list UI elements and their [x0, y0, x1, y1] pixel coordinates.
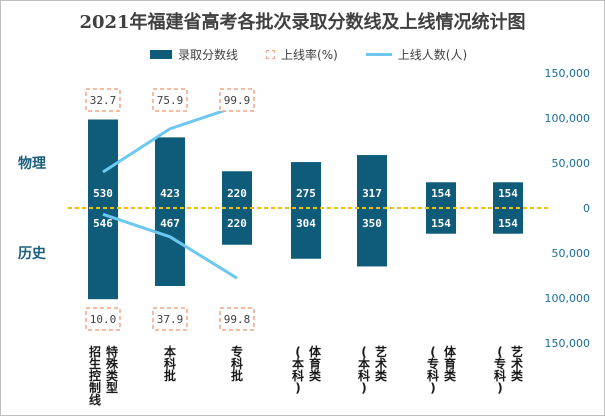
bar-physics [222, 171, 252, 208]
bar-label-physics: 220 [227, 187, 247, 200]
legend-swatch-bar [150, 49, 172, 59]
category-label: 专科批 [231, 344, 243, 383]
bar-label-history: 154 [431, 217, 451, 230]
category-label: 艺术类 [510, 344, 524, 383]
category-label: 体育类 [444, 344, 457, 383]
bar-physics [357, 155, 387, 208]
legend-label-count: 上线人数(人) [397, 47, 468, 62]
bar-history [88, 208, 118, 300]
rate-history-label: 99.8 [224, 313, 251, 326]
bar-history [357, 208, 387, 267]
rate-history-box [152, 307, 188, 331]
bar-label-physics: 317 [362, 187, 382, 200]
chart-title: 2021年福建省高考各批次录取分数线及上线情况统计图 [79, 12, 526, 33]
right-axis-tick-label: 150,000 [545, 67, 591, 80]
bar-label-history: 546 [93, 217, 113, 230]
bar-label-physics: 154 [431, 187, 451, 200]
right-axis-tick-label: 0 [583, 202, 590, 215]
legend: 录取分数线 上线率(%) 上线人数(人) [150, 44, 467, 64]
bar-label-physics: 423 [160, 187, 180, 200]
count-line-physics [102, 104, 238, 174]
rate-physics-box [219, 88, 255, 112]
rate-physics-label: 32.7 [90, 94, 117, 107]
bar-label-history: 304 [296, 217, 316, 230]
bar-history [291, 208, 321, 259]
category-label: (本科) [358, 345, 370, 395]
rate-history-box [85, 307, 121, 331]
bar-history [155, 208, 185, 286]
legend-label-bar: 录取分数线 [178, 47, 239, 62]
bar-history [493, 208, 523, 234]
category-label: 艺术类 [374, 344, 388, 383]
rate-history-box [219, 307, 255, 331]
bar-physics [88, 119, 118, 208]
category-label: 特殊类型 [105, 344, 119, 395]
legend-item-bar: 录取分数线 [150, 46, 238, 63]
right-axis-tick-label: 100,000 [545, 292, 591, 305]
category-label: 招生控制线 [89, 344, 101, 407]
category-label: 本科批 [164, 344, 176, 383]
count-line-history [102, 212, 238, 280]
bar-label-physics: 275 [296, 187, 316, 200]
rate-history-label: 10.0 [90, 313, 117, 326]
legend-swatch-count [365, 52, 392, 56]
right-axis-tick-label: 50,000 [552, 157, 591, 170]
category-label: (专科) [427, 345, 439, 395]
rate-physics-box [85, 88, 121, 112]
bar-label-history: 220 [227, 217, 247, 230]
right-axis-tick-label: 150,000 [545, 337, 591, 350]
bar-physics [493, 182, 523, 208]
right-axis-tick-label: 50,000 [552, 247, 591, 260]
rate-physics-box [152, 88, 188, 112]
bar-physics [291, 162, 321, 208]
group-label-history: 历史 [18, 246, 47, 262]
legend-item-count: 上线人数(人) [365, 46, 468, 63]
group-label-physics: 物理 [18, 155, 46, 172]
legend-swatch-rate [266, 49, 276, 59]
bar-label-physics: 530 [93, 187, 113, 200]
bar-label-history: 154 [498, 217, 518, 230]
bar-physics [155, 137, 185, 208]
category-label: 体育类 [309, 344, 322, 383]
bar-physics [426, 182, 456, 208]
bar-label-physics: 154 [498, 187, 518, 200]
rate-history-label: 37.9 [157, 313, 184, 326]
right-axis-tick-label: 100,000 [545, 112, 591, 125]
rate-physics-label: 99.9 [224, 94, 251, 107]
bar-label-history: 467 [160, 217, 180, 230]
bar-history [222, 208, 252, 245]
category-label: (本科) [292, 345, 304, 395]
rate-physics-label: 75.9 [157, 94, 184, 107]
bar-history [426, 208, 456, 234]
category-label: (专科) [494, 345, 506, 395]
legend-label-rate: 上线率(%) [281, 47, 338, 62]
legend-item-rate: 上线率(%) [266, 46, 338, 63]
bar-label-history: 350 [362, 217, 382, 230]
